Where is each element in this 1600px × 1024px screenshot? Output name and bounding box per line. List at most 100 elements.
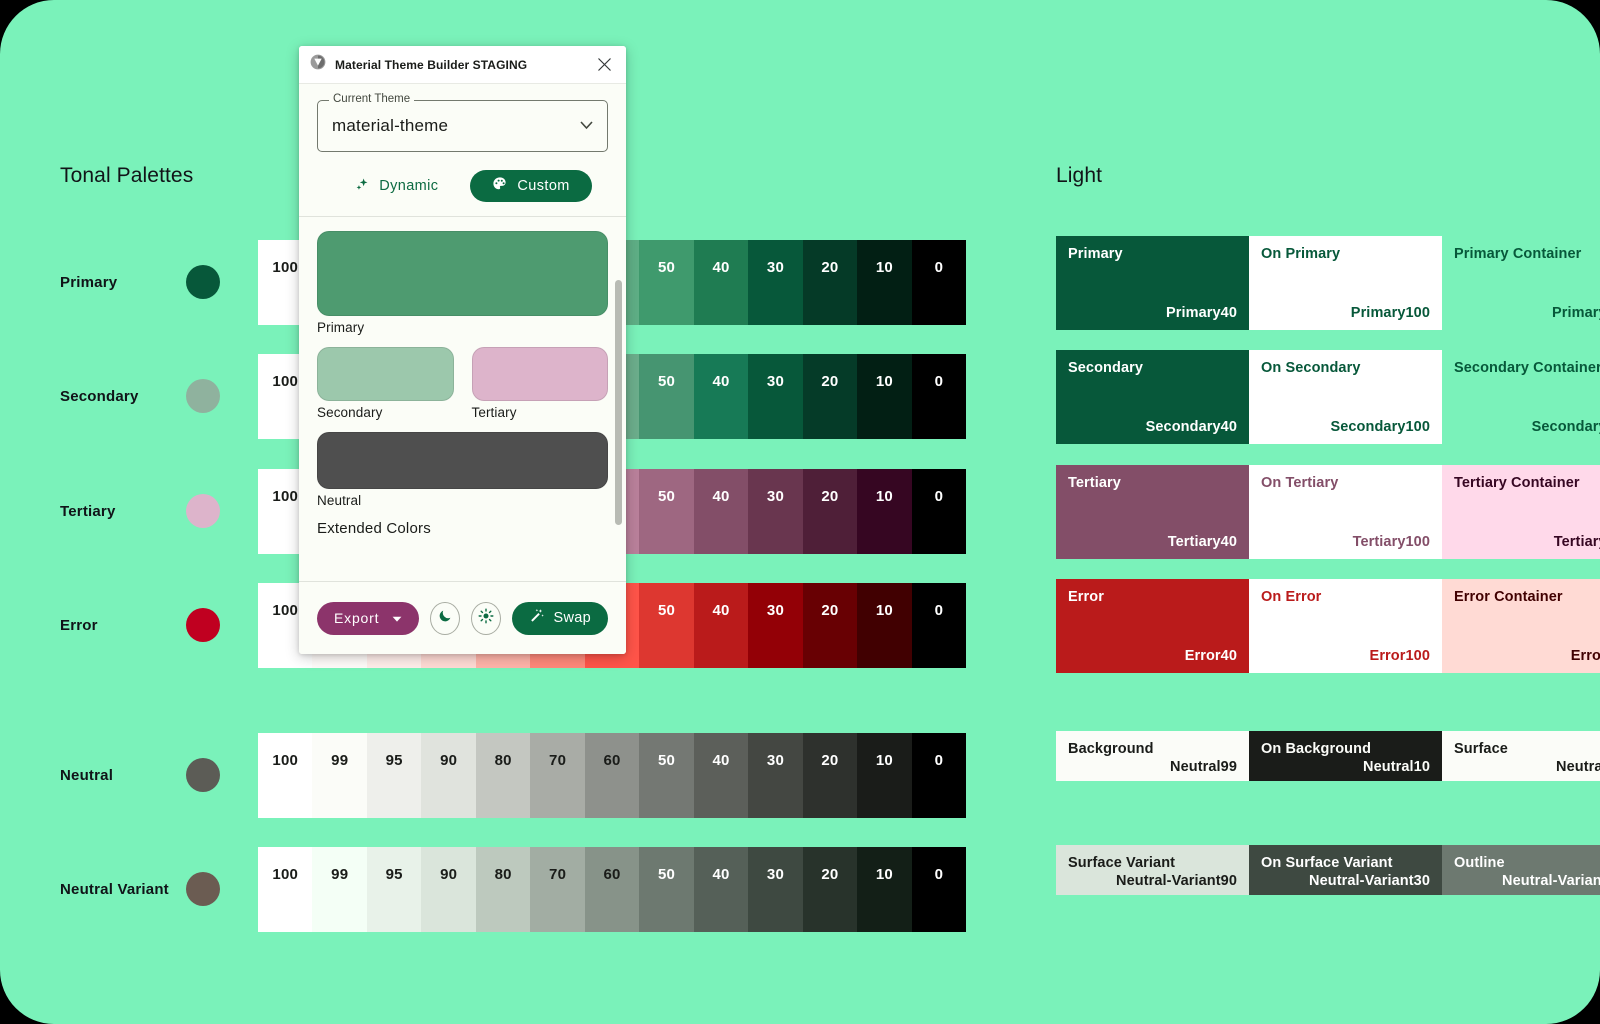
palette-tone-cell[interactable]: 90 — [421, 847, 476, 932]
palette-dot-error[interactable] — [186, 608, 220, 642]
palette-tone-cell[interactable]: 95 — [366, 847, 422, 932]
light-mode-button[interactable] — [470, 601, 501, 635]
palette-tone-cell[interactable]: 100 — [258, 733, 313, 818]
palette-tone-cell[interactable]: 10 — [857, 240, 912, 325]
scheme-cell-token: Tertiary90 — [1553, 534, 1600, 550]
palette-tone-cell[interactable]: 99 — [312, 847, 367, 932]
palette-tone-cell[interactable]: 0 — [911, 733, 967, 818]
palette-tone-cell[interactable]: 40 — [693, 240, 749, 325]
scheme-row: Secondary Secondary40 On Secondary Secondar… — [1056, 350, 1600, 444]
swatch-neutral[interactable] — [317, 432, 608, 489]
scheme-cell[interactable]: On Secondary Secondary100 — [1249, 350, 1442, 444]
palette-tone-cell[interactable]: 30 — [748, 354, 803, 439]
scheme-cell[interactable]: On Error Error100 — [1249, 579, 1442, 673]
palette-tone-cell[interactable]: 0 — [911, 847, 967, 932]
palette-tone-label: 50 — [657, 866, 676, 883]
palette-tone-cell[interactable]: 30 — [748, 583, 803, 668]
swatch-tertiary[interactable] — [471, 347, 608, 401]
tab-custom[interactable]: Custom — [470, 170, 592, 202]
dark-mode-button[interactable] — [430, 601, 460, 635]
palette-tone-cell[interactable]: 10 — [857, 469, 912, 554]
palette-tone-label: 100 — [272, 602, 299, 619]
scheme-cell-token: Neutral99 — [1170, 759, 1237, 775]
palette-tone-cell[interactable]: 50 — [639, 733, 694, 818]
palette-dot-neutral[interactable] — [186, 758, 220, 792]
scheme-cell[interactable]: Background Neutral99 — [1056, 731, 1249, 781]
palette-tone-cell[interactable]: 20 — [802, 469, 858, 554]
palette-tone-cell[interactable]: 10 — [857, 583, 912, 668]
swatch-neutral-label: Neutral — [317, 493, 362, 508]
scheme-cell[interactable]: Tertiary Tertiary40 — [1056, 465, 1249, 559]
palette-tone-cell[interactable]: 0 — [911, 240, 967, 325]
palette-tone-cell[interactable]: 50 — [639, 583, 694, 668]
palette-tone-label: 50 — [657, 602, 676, 619]
palette-tone-cell[interactable]: 30 — [748, 847, 803, 932]
palette-tone-cell[interactable]: 50 — [639, 847, 694, 932]
tab-dynamic[interactable]: Dynamic — [333, 170, 460, 202]
palette-tone-cell[interactable]: 40 — [693, 354, 749, 439]
swatch-primary[interactable] — [317, 231, 608, 316]
palette-tone-cell[interactable]: 0 — [911, 354, 967, 439]
scheme-cell[interactable]: Primary Container Primary90 — [1442, 236, 1600, 330]
palette-tone-cell[interactable]: 50 — [639, 354, 694, 439]
scheme-cell[interactable]: On Tertiary Tertiary100 — [1249, 465, 1442, 559]
current-theme-select[interactable]: Current Theme material-theme — [317, 93, 608, 152]
close-icon[interactable] — [593, 54, 615, 76]
palette-tone-cell[interactable]: 30 — [748, 240, 803, 325]
scheme-cell-role: Error Container — [1454, 589, 1563, 605]
scheme-cell[interactable]: Outline Neutral-Variant50 — [1442, 845, 1600, 895]
scheme-cell[interactable]: On Primary Primary100 — [1249, 236, 1442, 330]
palette-dot-tertiary[interactable] — [186, 494, 220, 528]
palette-tone-cell[interactable]: 40 — [693, 847, 749, 932]
palette-tone-cell[interactable]: 10 — [857, 847, 912, 932]
palette-tone-cell[interactable]: 20 — [802, 583, 858, 668]
palette-dot-primary[interactable] — [186, 265, 220, 299]
palette-tone-cell[interactable]: 20 — [802, 733, 858, 818]
chevron-down-icon[interactable] — [580, 117, 593, 135]
dialog-body-scrollbar[interactable] — [615, 280, 622, 525]
palette-tone-cell[interactable]: 40 — [693, 583, 749, 668]
scheme-cell[interactable]: Surface Neutral99 — [1442, 731, 1600, 781]
palette-dot-secondary[interactable] — [186, 379, 220, 413]
palette-tone-cell[interactable]: 60 — [584, 847, 640, 932]
palette-tone-cell[interactable]: 40 — [693, 733, 749, 818]
palette-tone-cell[interactable]: 70 — [530, 733, 585, 818]
scheme-cell[interactable]: Primary Primary40 — [1056, 236, 1249, 330]
scheme-cell[interactable]: Error Container Error90 — [1442, 579, 1600, 673]
palette-dot-neutral-variant[interactable] — [186, 872, 220, 906]
palette-tone-cell[interactable]: 70 — [530, 847, 585, 932]
palette-tone-cell[interactable]: 20 — [802, 847, 858, 932]
palette-tone-cell[interactable]: 95 — [366, 733, 422, 818]
palette-tone-cell[interactable]: 0 — [911, 469, 967, 554]
palette-tone-cell[interactable]: 0 — [911, 583, 967, 668]
scheme-cell[interactable]: Surface Variant Neutral-Variant90 — [1056, 845, 1249, 895]
scheme-cell[interactable]: Secondary Container Secondary90 — [1442, 350, 1600, 444]
palette-tone-cell[interactable]: 99 — [312, 733, 367, 818]
tab-dynamic-label: Dynamic — [379, 178, 439, 194]
palette-tone-cell[interactable]: 50 — [639, 240, 694, 325]
export-button[interactable]: Export — [317, 601, 420, 635]
palette-tone-cell[interactable]: 40 — [693, 469, 749, 554]
scheme-cell[interactable]: Tertiary Container Tertiary90 — [1442, 465, 1600, 559]
palette-tone-cell[interactable]: 20 — [802, 354, 858, 439]
scheme-cell[interactable]: On Surface Variant Neutral-Variant30 — [1249, 845, 1442, 895]
palette-tone-cell[interactable]: 10 — [857, 733, 912, 818]
palette-tone-cell[interactable]: 20 — [802, 240, 858, 325]
palette-tone-cell[interactable]: 80 — [475, 847, 531, 932]
palette-tone-cell[interactable]: 100 — [258, 847, 313, 932]
palette-tone-cell[interactable]: 30 — [748, 733, 803, 818]
scheme-cell-role: Background — [1068, 741, 1154, 757]
palette-tone-cell[interactable]: 30 — [748, 469, 803, 554]
palette-tone-cell[interactable]: 80 — [475, 733, 531, 818]
scheme-cell-role: Secondary Container — [1454, 360, 1600, 376]
scheme-cell[interactable]: On Background Neutral10 — [1249, 731, 1442, 781]
scheme-cell[interactable]: Secondary Secondary40 — [1056, 350, 1249, 444]
scheme-cell-token: Primary100 — [1350, 305, 1430, 321]
palette-tone-cell[interactable]: 50 — [639, 469, 694, 554]
palette-tone-cell[interactable]: 10 — [857, 354, 912, 439]
palette-tone-cell[interactable]: 60 — [584, 733, 640, 818]
scheme-cell[interactable]: Error Error40 — [1056, 579, 1249, 673]
swatch-secondary[interactable] — [317, 347, 454, 401]
swap-button[interactable]: Swap — [511, 601, 608, 635]
palette-tone-cell[interactable]: 90 — [421, 733, 476, 818]
